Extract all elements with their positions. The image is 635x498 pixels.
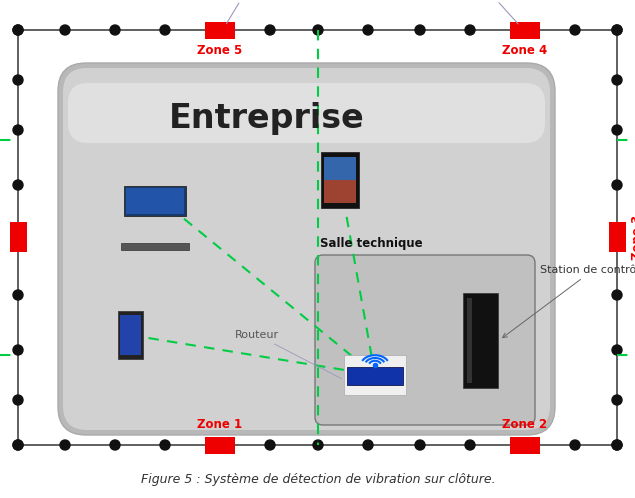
Bar (117, 311, 142, 359)
Circle shape (160, 25, 170, 35)
Circle shape (415, 440, 425, 450)
Circle shape (265, 440, 275, 450)
Circle shape (415, 25, 425, 35)
Circle shape (60, 25, 70, 35)
Circle shape (612, 395, 622, 405)
Bar (347, 367, 403, 385)
Circle shape (13, 180, 23, 190)
Circle shape (215, 25, 225, 35)
Text: Zone 4: Zone 4 (502, 44, 547, 57)
Bar (344, 355, 406, 395)
Bar (124, 186, 186, 216)
Circle shape (612, 180, 622, 190)
Bar (324, 180, 356, 203)
Circle shape (13, 125, 23, 135)
Circle shape (612, 25, 622, 35)
Circle shape (570, 25, 580, 35)
Circle shape (13, 25, 23, 35)
Text: Unité de gestion: Unité de gestion (444, 0, 536, 24)
Circle shape (313, 25, 323, 35)
Circle shape (13, 395, 23, 405)
Circle shape (520, 440, 530, 450)
Circle shape (160, 440, 170, 450)
Circle shape (465, 440, 475, 450)
Bar (126, 188, 184, 214)
Circle shape (13, 290, 23, 300)
Text: Zone 3: Zone 3 (631, 215, 635, 259)
Circle shape (612, 75, 622, 85)
Bar (119, 315, 140, 355)
Circle shape (520, 25, 530, 35)
Circle shape (13, 345, 23, 355)
Circle shape (13, 235, 23, 245)
Bar (324, 157, 356, 203)
Circle shape (612, 290, 622, 300)
Circle shape (363, 440, 373, 450)
Text: Entreprise: Entreprise (169, 102, 364, 134)
Text: Routeur: Routeur (235, 330, 342, 378)
Circle shape (13, 440, 23, 450)
Text: Zone 6: Zone 6 (0, 214, 4, 259)
Circle shape (313, 440, 323, 450)
Circle shape (110, 440, 120, 450)
Circle shape (215, 440, 225, 450)
Circle shape (570, 440, 580, 450)
Text: Salle technique: Salle technique (320, 237, 423, 250)
Bar (121, 243, 189, 250)
FancyBboxPatch shape (68, 83, 545, 143)
Bar (510, 21, 540, 38)
Circle shape (13, 75, 23, 85)
Circle shape (363, 25, 373, 35)
Circle shape (265, 25, 275, 35)
FancyBboxPatch shape (58, 63, 555, 435)
Bar (10, 222, 27, 252)
Bar (510, 437, 540, 454)
Text: Capteur de vibration: Capteur de vibration (187, 0, 303, 23)
Circle shape (612, 235, 622, 245)
Bar (462, 292, 497, 387)
Bar (205, 437, 235, 454)
Text: Zone 5: Zone 5 (197, 44, 243, 57)
Bar (321, 152, 359, 208)
Circle shape (13, 25, 23, 35)
Circle shape (60, 440, 70, 450)
Bar (205, 21, 235, 38)
Circle shape (612, 440, 622, 450)
Text: Zone 1: Zone 1 (197, 418, 243, 431)
Circle shape (612, 125, 622, 135)
FancyBboxPatch shape (315, 255, 535, 425)
Text: Zone 2: Zone 2 (502, 418, 547, 431)
Bar (467, 297, 472, 382)
Text: Station de contrôle: Station de contrôle (502, 265, 635, 338)
FancyBboxPatch shape (63, 68, 550, 430)
Text: Figure 5 : Système de détection de vibration sur clôture.: Figure 5 : Système de détection de vibra… (141, 473, 495, 486)
Circle shape (612, 345, 622, 355)
Bar (608, 222, 625, 252)
Circle shape (13, 440, 23, 450)
Circle shape (465, 25, 475, 35)
Circle shape (612, 440, 622, 450)
Circle shape (110, 25, 120, 35)
Circle shape (612, 25, 622, 35)
